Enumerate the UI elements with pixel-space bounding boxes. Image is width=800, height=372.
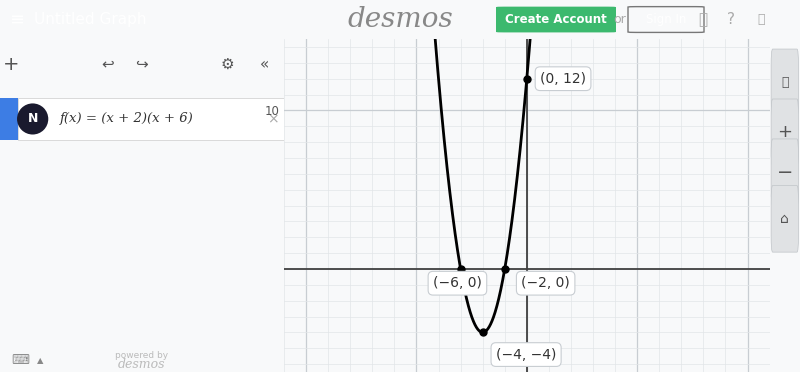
Text: f(x) = (x + 2)(x + 6): f(x) = (x + 2)(x + 6) [60, 112, 194, 125]
Text: Create Account: Create Account [505, 13, 607, 26]
Text: desmos: desmos [118, 359, 166, 371]
Text: Sign In: Sign In [646, 13, 686, 26]
Circle shape [17, 103, 48, 135]
Text: ⚙: ⚙ [220, 57, 234, 72]
Text: (−2, 0): (−2, 0) [522, 276, 570, 290]
Text: (−4, −4): (−4, −4) [496, 347, 556, 362]
FancyBboxPatch shape [771, 99, 798, 166]
Text: (−6, 0): (−6, 0) [433, 276, 482, 290]
Text: ⎋: ⎋ [698, 12, 707, 27]
Text: 🌐: 🌐 [757, 13, 765, 26]
Text: (0, 12): (0, 12) [540, 72, 586, 86]
Text: −: − [777, 163, 793, 182]
FancyBboxPatch shape [771, 49, 798, 116]
FancyBboxPatch shape [771, 139, 798, 205]
Text: desmos: desmos [347, 6, 453, 33]
Text: ↪: ↪ [136, 57, 148, 72]
Text: 🔧: 🔧 [781, 76, 789, 89]
Bar [18, 98, 284, 140]
Text: ↩: ↩ [102, 57, 114, 72]
Text: powered by: powered by [115, 350, 169, 359]
Text: ▲: ▲ [37, 356, 43, 365]
FancyBboxPatch shape [496, 7, 616, 32]
Text: ?: ? [727, 12, 735, 27]
Text: ⌂: ⌂ [781, 212, 789, 226]
Bar [0, 98, 18, 140]
Text: ⌨: ⌨ [11, 354, 29, 367]
Text: N: N [27, 112, 38, 125]
Text: ≡: ≡ [10, 10, 25, 29]
Text: +: + [3, 55, 20, 74]
Text: +: + [778, 123, 792, 141]
Text: or: or [614, 13, 626, 26]
Text: ×: × [267, 112, 278, 126]
Text: «: « [259, 57, 269, 72]
FancyBboxPatch shape [771, 186, 798, 252]
Text: Untitled Graph: Untitled Graph [34, 12, 146, 27]
